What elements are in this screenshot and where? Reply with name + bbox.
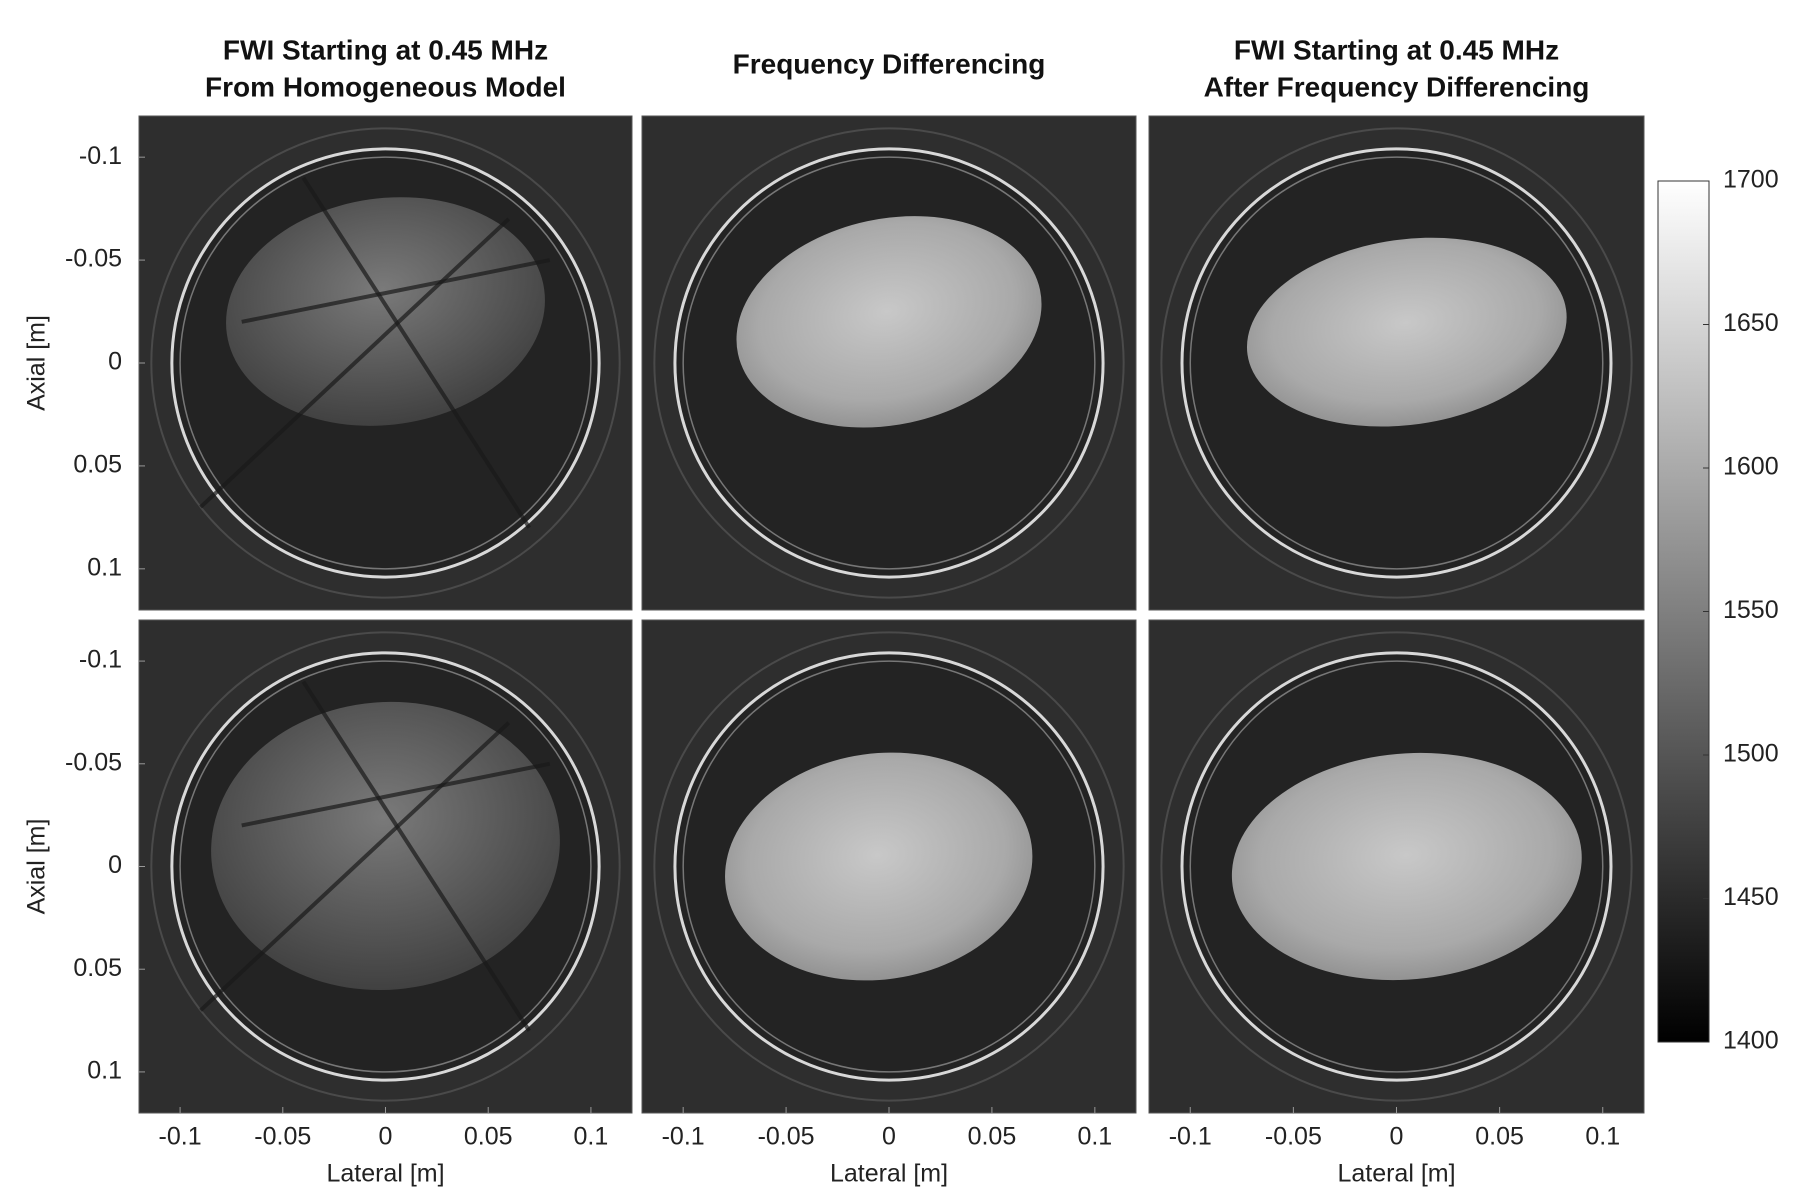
y-tick-label: 0.1 [87, 1057, 122, 1085]
y-tick-label: -0.05 [65, 748, 122, 776]
x-tick-label: -0.05 [1265, 1123, 1322, 1151]
y-tick-label: -0.1 [79, 646, 122, 674]
x-tick-label: 0 [379, 1123, 393, 1151]
x-tick-label: 0.05 [968, 1123, 1017, 1151]
x-tick-label: -0.05 [254, 1123, 311, 1151]
y-tick-label: 0.05 [73, 954, 122, 982]
colorbar-tick-label: 1650 [1723, 309, 1779, 337]
panel-frame [1148, 115, 1645, 611]
panel-title: After Frequency Differencing [1204, 71, 1590, 102]
artifact-streak [301, 176, 531, 529]
tissue [725, 752, 1033, 981]
colorbar-tick-label: 1400 [1723, 1027, 1779, 1055]
y-tick-label: 0 [108, 348, 122, 376]
x-tick-label: -0.1 [159, 1123, 202, 1151]
x-axis-label: Lateral [m] [830, 1160, 948, 1188]
x-tick-label: 0.1 [1077, 1123, 1112, 1151]
ring-inner [682, 156, 1096, 570]
y-tick-label: 0.1 [87, 553, 122, 581]
ring-inner [179, 156, 592, 570]
panel-frame [641, 115, 1137, 611]
panel-title: Frequency Differencing [733, 48, 1046, 79]
artifact-streak [241, 258, 551, 324]
outer-ripple [150, 631, 621, 1102]
artifact-streak [199, 721, 511, 1012]
tissue [1246, 237, 1567, 427]
image-panel [1148, 115, 1645, 611]
outer-ripple [653, 631, 1125, 1102]
y-axis-label: Axial [m] [23, 819, 51, 915]
y-axis-label: Axial [m] [23, 315, 51, 411]
ring-inner [682, 660, 1096, 1073]
x-tick-label: 0.05 [1475, 1123, 1524, 1151]
tissue [736, 216, 1042, 428]
artifact-streak [301, 680, 531, 1032]
x-tick-label: 0 [1390, 1123, 1404, 1151]
x-tick-label: 0.1 [1585, 1123, 1620, 1151]
x-tick-label: 0.05 [464, 1123, 513, 1151]
ring-inner [179, 660, 592, 1073]
y-tick-label: 0 [108, 851, 122, 879]
x-tick-label: 0 [882, 1123, 896, 1151]
x-tick-label: -0.1 [662, 1123, 705, 1151]
image-panel [138, 619, 633, 1114]
panel-title: FWI Starting at 0.45 MHz [223, 34, 548, 65]
outer-ripple [150, 127, 621, 599]
outer-ripple [1160, 127, 1633, 599]
artifact-streak [199, 217, 511, 509]
colorbar-tick-label: 1700 [1723, 166, 1779, 194]
tissue [226, 197, 545, 426]
x-tick-label: 0.1 [574, 1123, 609, 1151]
y-tick-label: -0.1 [79, 142, 122, 170]
image-panel [1148, 619, 1645, 1114]
x-tick-label: -0.05 [758, 1123, 815, 1151]
x-axis-label: Lateral [m] [326, 1160, 444, 1188]
tissue [1231, 752, 1582, 981]
colorbar [1657, 180, 1710, 1043]
colorbar-tick-label: 1500 [1723, 740, 1779, 768]
colorbar-tick-label: 1550 [1723, 596, 1779, 624]
outer-ripple [1160, 631, 1633, 1102]
artifact-streak [241, 761, 551, 828]
image-panel [641, 619, 1137, 1114]
x-axis-label: Lateral [m] [1337, 1160, 1455, 1188]
ring-inner [1189, 156, 1604, 570]
ring-inner [1189, 660, 1604, 1073]
panel-title: From Homogeneous Model [205, 71, 566, 102]
colorbar-tick-label: 1450 [1723, 883, 1779, 911]
image-panel [138, 115, 633, 611]
outer-ripple [653, 127, 1125, 599]
x-tick-label: -0.1 [1169, 1123, 1212, 1151]
panel-title: FWI Starting at 0.45 MHz [1234, 34, 1559, 65]
y-tick-label: 0.05 [73, 451, 122, 479]
y-tick-label: -0.05 [65, 245, 122, 273]
colorbar-tick-label: 1600 [1723, 453, 1779, 481]
image-panel [641, 115, 1137, 611]
